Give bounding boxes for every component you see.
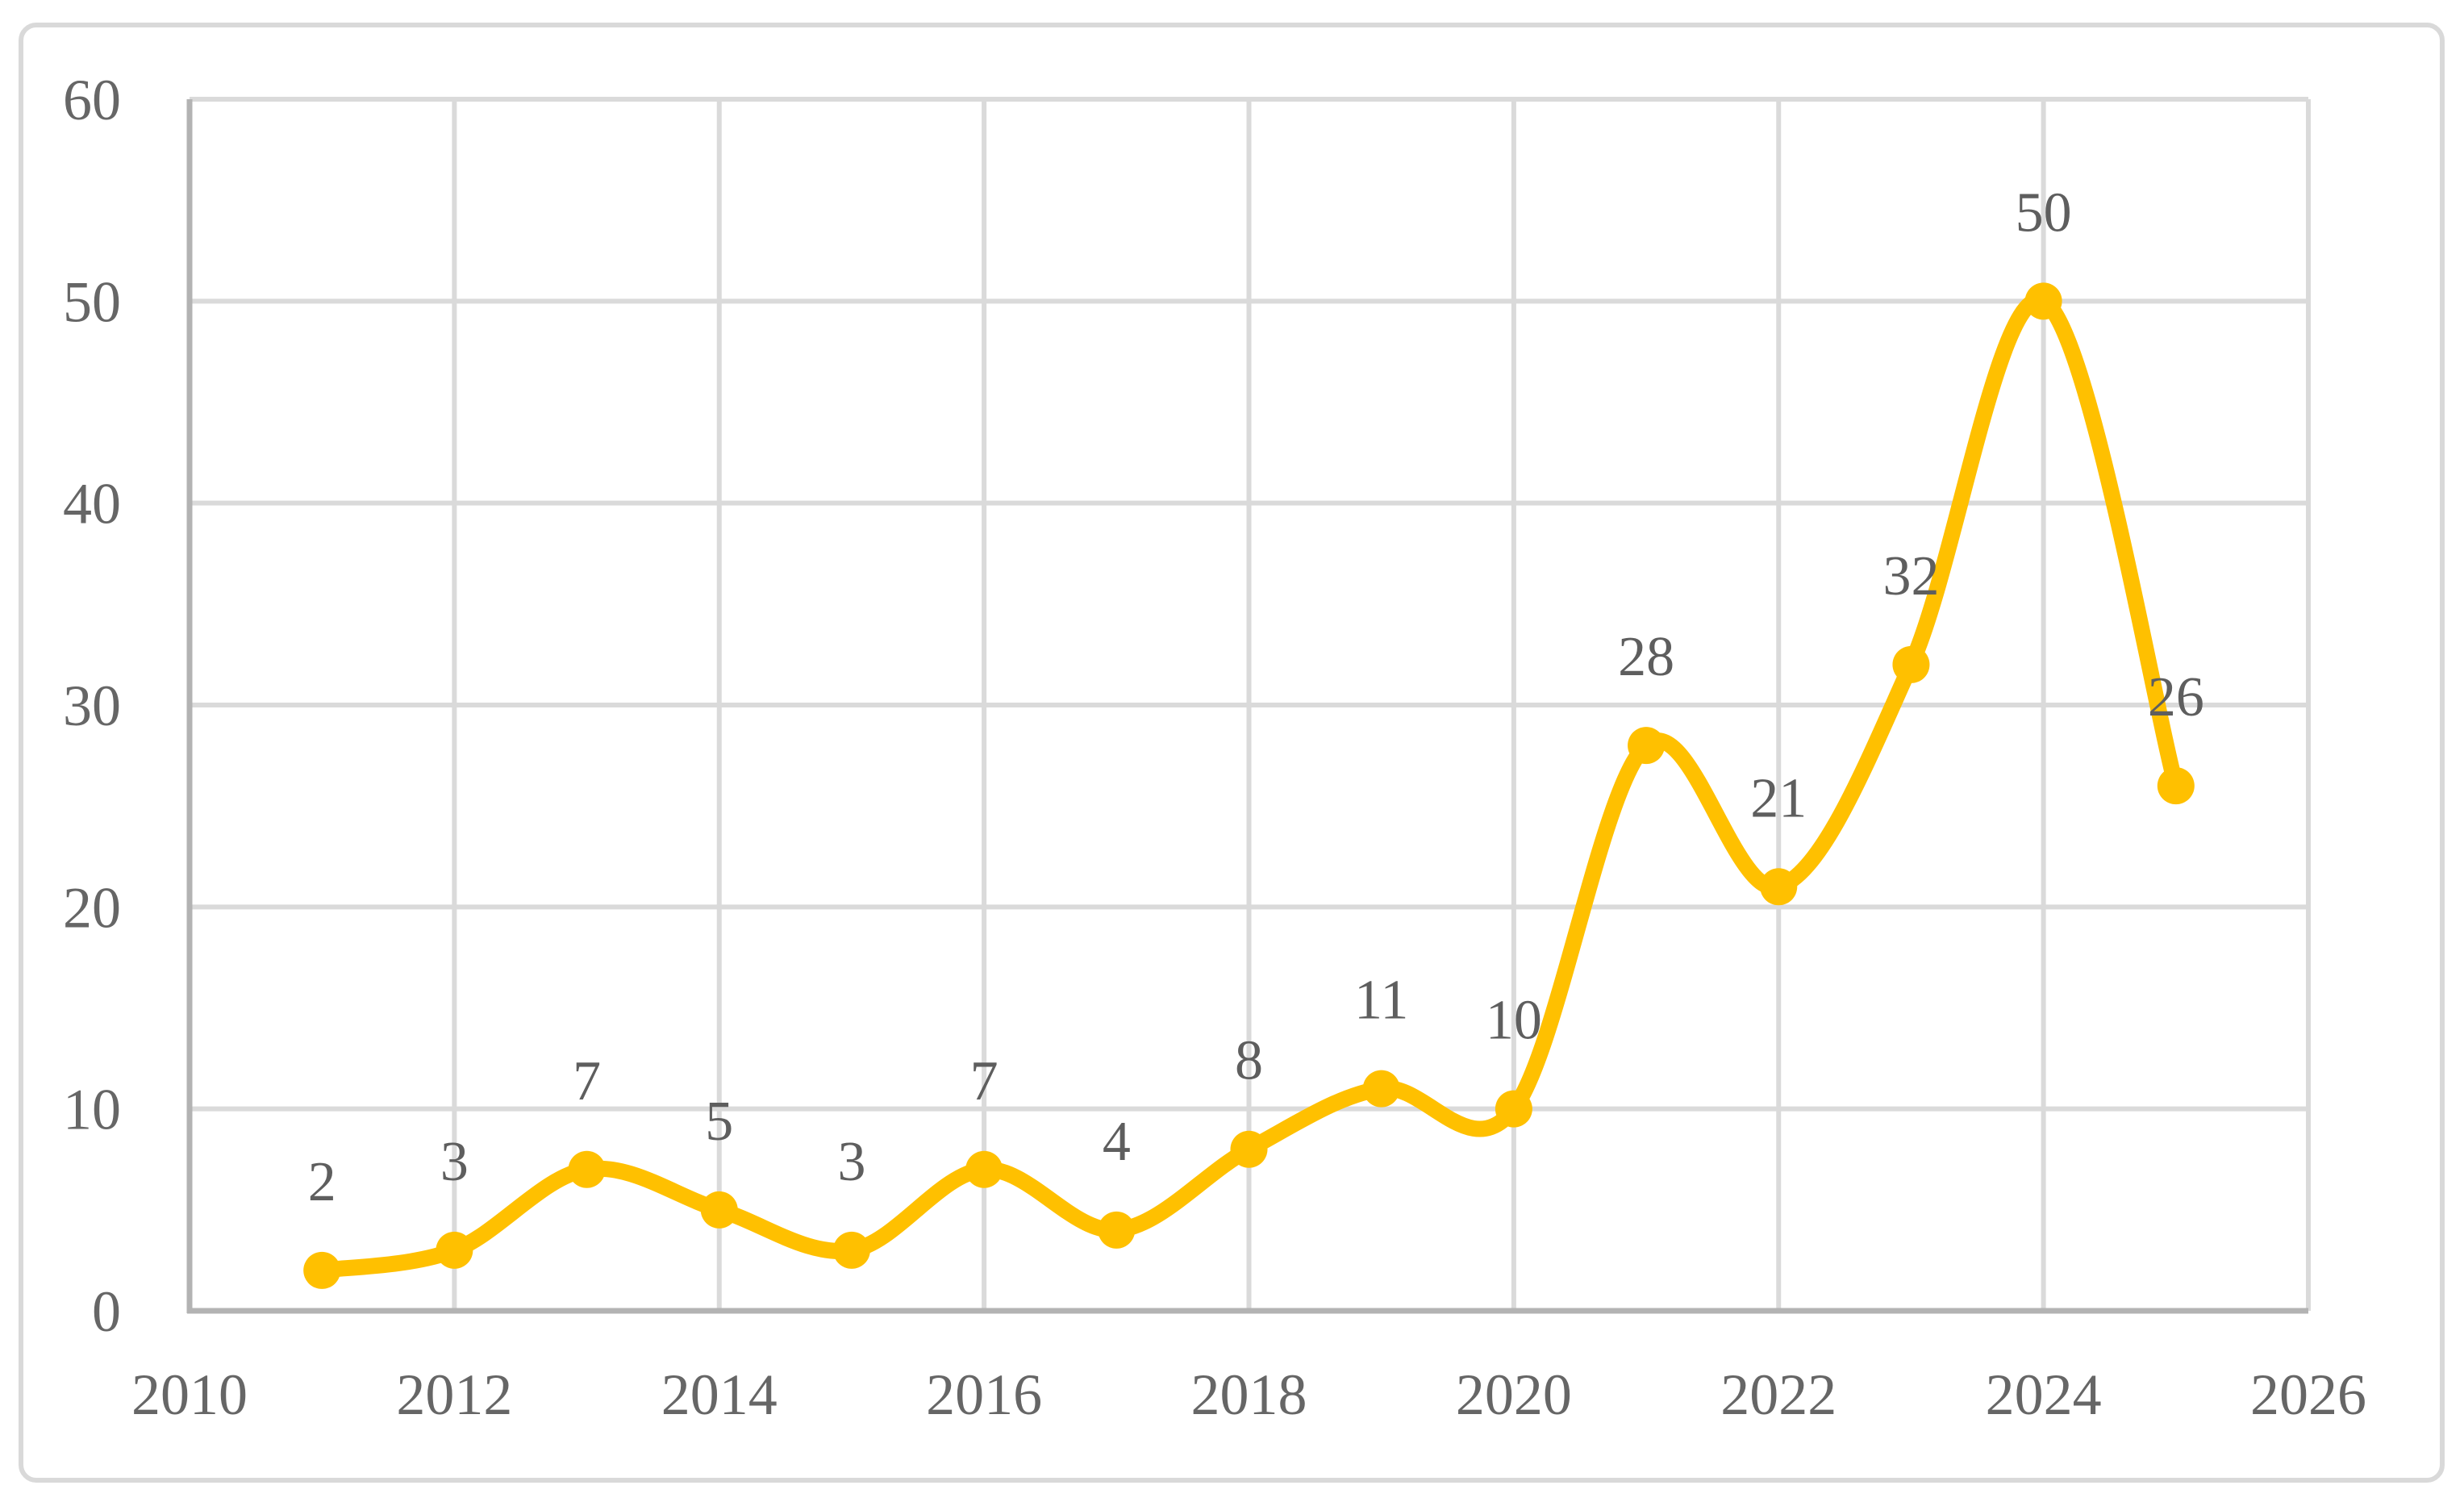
y-tick-label: 50 (63, 269, 121, 334)
data-point-marker (1098, 1211, 1136, 1249)
data-point-label: 26 (2148, 666, 2204, 728)
data-point-label: 3 (837, 1131, 865, 1193)
x-tick-label: 2010 (131, 1362, 248, 1427)
data-point-marker (1495, 1090, 1532, 1128)
data-point-marker (700, 1191, 738, 1229)
data-point-label: 2 (308, 1151, 336, 1213)
data-point-label: 28 (1618, 626, 1674, 688)
y-tick-label: 60 (63, 68, 121, 132)
y-tick-label: 40 (63, 472, 121, 536)
x-tick-label: 2016 (926, 1362, 1042, 1427)
data-point-label: 10 (1486, 990, 1542, 1052)
data-point-label: 21 (1750, 767, 1807, 829)
data-point-marker (965, 1150, 1003, 1188)
data-point-marker (303, 1251, 341, 1289)
x-tick-label: 2012 (396, 1362, 512, 1427)
data-point-marker (2157, 767, 2195, 805)
x-tick-label: 2022 (1720, 1362, 1837, 1427)
y-tick-label: 20 (63, 875, 121, 940)
data-point-marker (1362, 1070, 1400, 1108)
data-point-marker (2024, 282, 2062, 320)
y-tick-label: 10 (63, 1078, 121, 1142)
x-tick-label: 2018 (1191, 1362, 1307, 1427)
data-point-label: 32 (1882, 545, 1939, 607)
data-point-marker (832, 1231, 870, 1269)
data-point-label: 8 (1235, 1030, 1263, 1092)
data-point-label: 7 (573, 1050, 601, 1112)
data-point-label: 5 (705, 1091, 733, 1153)
data-point-label: 50 (2016, 181, 2072, 244)
data-point-marker (436, 1231, 473, 1269)
data-point-label: 11 (1354, 970, 1408, 1032)
data-point-marker (568, 1150, 606, 1188)
data-point-marker (1230, 1130, 1268, 1168)
x-tick-label: 2024 (1986, 1362, 2102, 1427)
data-point-label: 3 (440, 1131, 469, 1193)
x-tick-label: 2014 (661, 1362, 778, 1427)
data-point-marker (1628, 727, 1666, 765)
y-tick-label: 30 (63, 674, 121, 738)
data-point-label: 7 (970, 1050, 999, 1112)
y-tick-label: 0 (92, 1279, 121, 1344)
data-point-label: 4 (1103, 1111, 1131, 1173)
data-point-marker (1760, 868, 1798, 906)
x-tick-label: 2020 (1456, 1362, 1572, 1427)
x-tick-label: 2026 (2250, 1362, 2366, 1427)
data-point-marker (1892, 645, 1930, 683)
chart-outer-border (19, 23, 2445, 1483)
